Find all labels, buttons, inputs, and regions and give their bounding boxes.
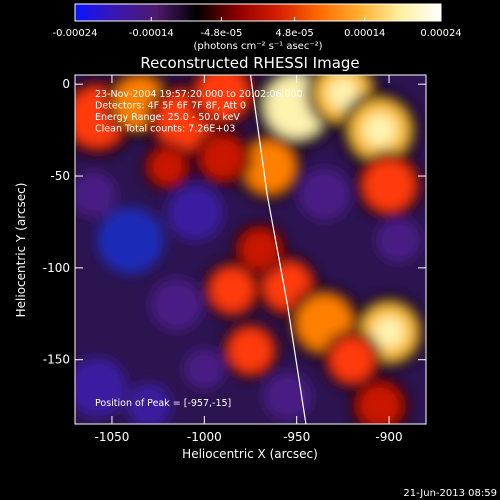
- heatmap-blob: [243, 140, 295, 193]
- y-tick-label: -50: [50, 169, 70, 183]
- heatmap-blob: [363, 159, 415, 212]
- heatmap-blob: [183, 348, 225, 390]
- heatmap-blob-core: [363, 113, 397, 147]
- plot-area: -1050 -1000 -950 -900 0 -50 -100 -150: [43, 74, 427, 444]
- heatmap-blob: [357, 383, 402, 424]
- heatmap-blob: [75, 357, 127, 417]
- colorbar-tick-label: 4.8e-05: [275, 28, 313, 39]
- heatmap-blob: [209, 267, 255, 313]
- x-tick-label: -900: [375, 430, 402, 444]
- heatmap-blob: [298, 168, 351, 221]
- y-axis-label: Heliocentric Y (arcsec): [14, 183, 28, 318]
- heatmap-blob-core: [327, 78, 359, 109]
- heatmap-blob: [150, 278, 203, 331]
- heatmap-image: [75, 75, 426, 424]
- x-tick-label: -1050: [95, 430, 130, 444]
- colorbar: -0.00024 -0.00014 -4.8e-05 4.8e-05 0.00014 0.…: [53, 3, 462, 52]
- heatmap-blob: [329, 337, 375, 382]
- colorbar-ticks: -0.00024 -0.00014 -4.8e-05 4.8e-05 0.00014 0.…: [53, 17, 462, 39]
- chart-title: Reconstructed RHESSI Image: [140, 54, 359, 72]
- axis-ticks: -1050 -1000 -950 -900 0 -50 -100 -150: [43, 75, 426, 444]
- heatmap-blob: [239, 229, 281, 270]
- heatmap-blob: [148, 148, 186, 186]
- x-tick-label: -1000: [187, 430, 222, 444]
- heatmap-blob-core: [279, 88, 314, 124]
- timestamp: 21-Jun-2013 08:59: [403, 488, 497, 499]
- peak-position-label: Position of Peak = [-957,-15]: [95, 398, 231, 409]
- plot-frame: [74, 74, 427, 425]
- info-annotation-line: Detectors: 4F 5F 6F 7F 8F, Att 0: [95, 101, 246, 112]
- heatmap-blob: [376, 218, 421, 263]
- heatmap-blob: [167, 185, 223, 241]
- heatmap-blob: [228, 328, 273, 373]
- info-annotation-line: Energy Range: 25.0 - 50.0 keV: [95, 112, 240, 123]
- x-tick-label: -950: [283, 430, 310, 444]
- colorbar-tick-label: 0.00014: [344, 28, 385, 39]
- heatmap-blob: [200, 135, 245, 180]
- info-annotations: 23-Nov-2004 19:57:20.000 to 20:02:06.000…: [95, 89, 303, 135]
- info-annotation-line: 23-Nov-2004 19:57:20.000 to 20:02:06.000: [95, 89, 303, 100]
- y-tick-label: -100: [43, 261, 70, 275]
- y-tick-label: -150: [43, 353, 70, 367]
- heatmap-blob: [126, 383, 172, 424]
- heatmap-blob: [97, 207, 164, 274]
- colorbar-tick-label: 0.00024: [420, 28, 461, 39]
- colorbar-units: (photons cm⁻² s⁻¹ asec⁻²): [193, 41, 322, 52]
- heatmap-blob: [196, 75, 249, 120]
- colorbar-gradient: [74, 3, 442, 22]
- heatmap-blob: [75, 172, 116, 217]
- y-tick-label: 0: [62, 77, 70, 91]
- x-axis-label: Heliocentric X (arcsec): [182, 447, 318, 461]
- heatmap-blob-core: [373, 316, 405, 348]
- info-annotation-line: Clean Total counts: 7.26E+03: [95, 124, 235, 135]
- colorbar-tick-label: -0.00014: [129, 28, 174, 39]
- colorbar-tick-label: -4.8e-05: [200, 28, 242, 39]
- colorbar-tick-label: -0.00024: [53, 28, 98, 39]
- solar-limb-curve: [249, 75, 307, 424]
